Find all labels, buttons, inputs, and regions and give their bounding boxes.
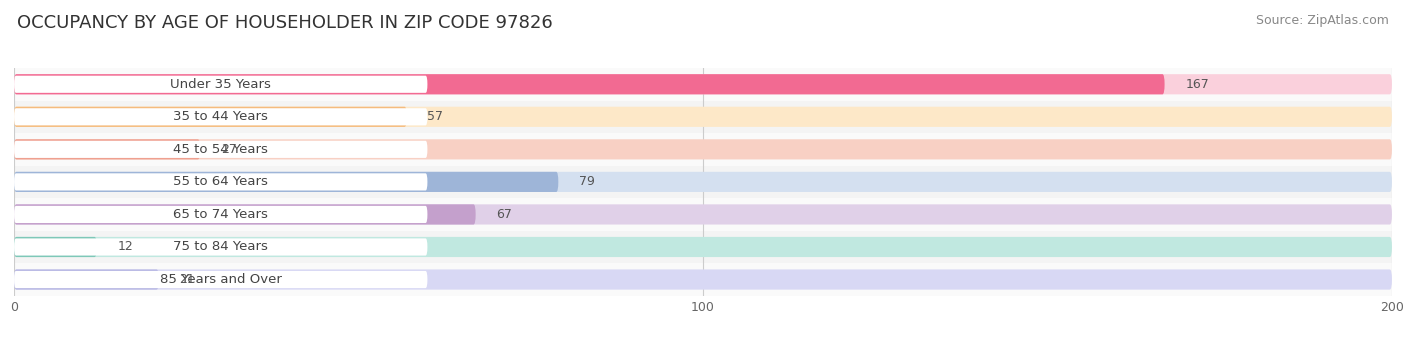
FancyBboxPatch shape — [14, 204, 1392, 224]
FancyBboxPatch shape — [14, 74, 1392, 95]
FancyBboxPatch shape — [14, 139, 200, 159]
FancyBboxPatch shape — [14, 198, 1392, 231]
Text: 45 to 54 Years: 45 to 54 Years — [173, 143, 269, 156]
FancyBboxPatch shape — [14, 76, 427, 93]
Text: Under 35 Years: Under 35 Years — [170, 78, 271, 91]
FancyBboxPatch shape — [14, 204, 475, 224]
FancyBboxPatch shape — [14, 166, 1392, 198]
FancyBboxPatch shape — [14, 238, 427, 256]
FancyBboxPatch shape — [14, 68, 1392, 101]
FancyBboxPatch shape — [14, 172, 558, 192]
Text: 65 to 74 Years: 65 to 74 Years — [173, 208, 269, 221]
FancyBboxPatch shape — [14, 108, 427, 125]
Text: 55 to 64 Years: 55 to 64 Years — [173, 175, 269, 188]
FancyBboxPatch shape — [14, 101, 1392, 133]
FancyBboxPatch shape — [14, 237, 1392, 257]
FancyBboxPatch shape — [14, 237, 97, 257]
Text: 57: 57 — [427, 110, 443, 123]
Text: 12: 12 — [118, 240, 134, 254]
Text: 27: 27 — [221, 143, 236, 156]
FancyBboxPatch shape — [14, 271, 427, 288]
Text: 21: 21 — [180, 273, 195, 286]
FancyBboxPatch shape — [14, 269, 159, 290]
Text: 167: 167 — [1185, 78, 1209, 91]
FancyBboxPatch shape — [14, 206, 427, 223]
Text: 75 to 84 Years: 75 to 84 Years — [173, 240, 269, 254]
FancyBboxPatch shape — [14, 107, 406, 127]
Text: 35 to 44 Years: 35 to 44 Years — [173, 110, 269, 123]
Text: 85 Years and Over: 85 Years and Over — [160, 273, 281, 286]
FancyBboxPatch shape — [14, 74, 1164, 95]
FancyBboxPatch shape — [14, 269, 1392, 290]
FancyBboxPatch shape — [14, 172, 1392, 192]
Text: OCCUPANCY BY AGE OF HOUSEHOLDER IN ZIP CODE 97826: OCCUPANCY BY AGE OF HOUSEHOLDER IN ZIP C… — [17, 14, 553, 32]
FancyBboxPatch shape — [14, 133, 1392, 166]
FancyBboxPatch shape — [14, 141, 427, 158]
Text: Source: ZipAtlas.com: Source: ZipAtlas.com — [1256, 14, 1389, 27]
Text: 67: 67 — [496, 208, 512, 221]
FancyBboxPatch shape — [14, 107, 1392, 127]
FancyBboxPatch shape — [14, 173, 427, 190]
FancyBboxPatch shape — [14, 139, 1392, 159]
FancyBboxPatch shape — [14, 263, 1392, 296]
FancyBboxPatch shape — [14, 231, 1392, 263]
Text: 79: 79 — [579, 175, 595, 188]
